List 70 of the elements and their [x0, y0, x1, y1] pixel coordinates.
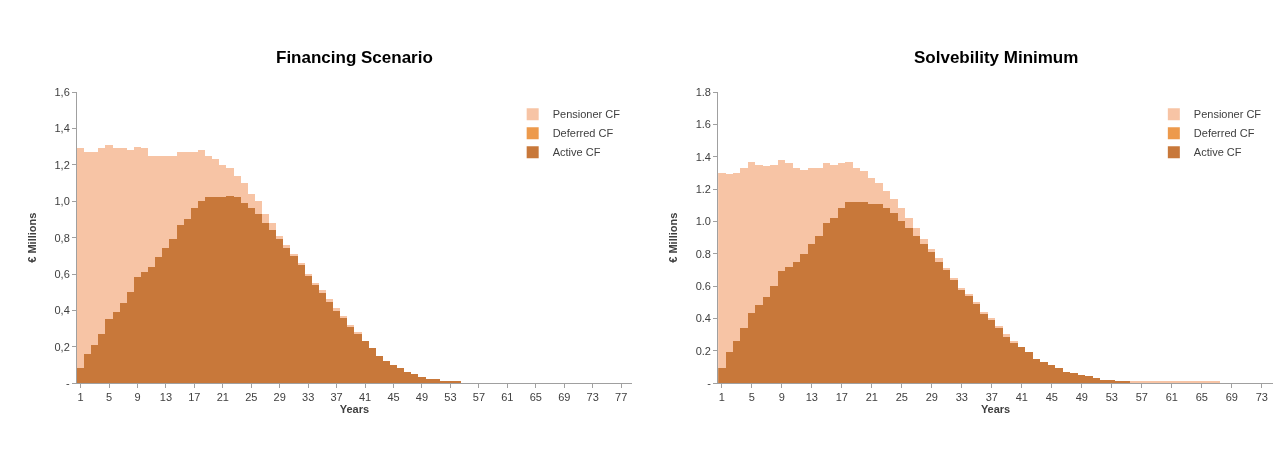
- x-tick-label: 49: [1075, 391, 1088, 404]
- x-tick-label: 65: [1195, 391, 1208, 404]
- y-tick-label: 0,8: [54, 231, 70, 244]
- x-tick-label: 73: [1255, 391, 1268, 404]
- legend-label: Pensioner CF: [1193, 108, 1262, 121]
- y-tick-label: 0.8: [695, 247, 711, 260]
- x-tick-label: 73: [586, 391, 599, 404]
- x-tick-label: 37: [330, 391, 343, 404]
- x-tick-label: 41: [1015, 391, 1028, 404]
- y-tick-label: 0.4: [695, 312, 711, 325]
- x-tick-label: 9: [778, 391, 785, 404]
- x-tick-label: 25: [895, 391, 908, 404]
- x-tick-label: 61: [501, 391, 514, 404]
- y-tick-label: -: [707, 377, 712, 390]
- x-tick-label: 17: [188, 391, 201, 404]
- x-tick-label: 41: [358, 391, 372, 404]
- y-tick-label: 1.0: [695, 215, 711, 228]
- y-axis-title: € Millions: [667, 212, 680, 263]
- x-tick-label: 33: [955, 391, 968, 404]
- x-tick-label: 65: [529, 391, 542, 404]
- x-tick-label: 61: [1165, 391, 1178, 404]
- x-tick-label: 45: [1045, 391, 1058, 404]
- x-tick-label: 53: [444, 391, 457, 404]
- x-tick-label: 37: [985, 391, 998, 404]
- y-tick-label: -: [66, 377, 71, 390]
- y-tick-label: 0.2: [695, 344, 711, 357]
- x-tick-label: 29: [273, 391, 286, 404]
- x-tick-label: 21: [865, 391, 878, 404]
- legend-label: Active CF: [552, 146, 601, 159]
- y-tick-label: 1,2: [54, 158, 70, 171]
- y-tick-label: 1,6: [54, 86, 70, 99]
- x-tick-label: 53: [1105, 391, 1118, 404]
- x-tick-label: 5: [748, 391, 755, 404]
- x-tick-label: 33: [302, 391, 315, 404]
- x-tick-label: 25: [245, 391, 258, 404]
- y-axis-title: € Millions: [26, 212, 39, 263]
- chart-title: Financing Scenario: [276, 48, 433, 67]
- x-tick-label: 21: [216, 391, 229, 404]
- x-axis-title: Years: [980, 403, 1011, 416]
- y-tick-label: 1.2: [695, 183, 711, 196]
- x-tick-label: 9: [134, 391, 141, 404]
- x-tick-label: 13: [805, 391, 818, 404]
- chart-title: Solvebility Minimum: [914, 48, 1079, 67]
- y-tick-label: 1,4: [54, 122, 70, 135]
- legend-label: Active CF: [1193, 146, 1242, 159]
- x-tick-label: 5: [105, 391, 113, 404]
- legend-label: Deferred CF: [552, 127, 614, 140]
- x-tick-label: 45: [387, 391, 400, 404]
- x-axis-title: Years: [339, 403, 370, 416]
- x-tick-label: 57: [472, 391, 486, 404]
- x-tick-label: 13: [159, 391, 173, 404]
- y-tick-label: 0.6: [695, 280, 711, 293]
- y-tick-label: 0,4: [54, 304, 70, 317]
- x-tick-label: 69: [1225, 391, 1238, 404]
- x-tick-label: 69: [558, 391, 571, 404]
- y-tick-label: 1.8: [695, 86, 711, 99]
- x-tick-label: 57: [1135, 391, 1148, 404]
- x-tick-label: 77: [615, 391, 628, 404]
- y-tick-label: 1,0: [54, 195, 70, 208]
- x-tick-label: 17: [835, 391, 848, 404]
- y-tick-label: 1.4: [695, 150, 711, 163]
- legend-label: Deferred CF: [1193, 127, 1255, 140]
- x-tick-label: 1: [77, 391, 84, 404]
- x-tick-label: 29: [925, 391, 938, 404]
- y-tick-label: 0,2: [54, 340, 70, 353]
- y-tick-label: 1.6: [695, 118, 711, 131]
- x-tick-label: 49: [415, 391, 429, 404]
- legend-label: Pensioner CF: [552, 108, 621, 121]
- y-tick-label: 0,6: [54, 267, 70, 280]
- x-tick-label: 1: [718, 391, 725, 404]
